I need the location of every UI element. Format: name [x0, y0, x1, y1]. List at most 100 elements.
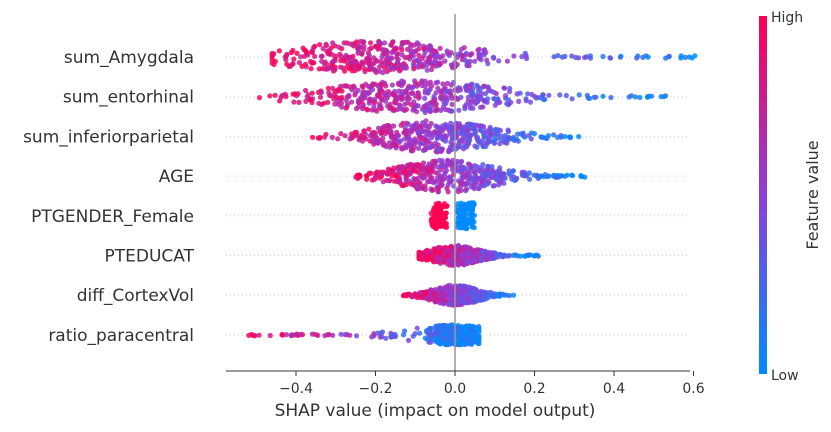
shap-point	[531, 131, 538, 137]
shap-point	[464, 244, 470, 250]
shap-point	[632, 94, 639, 100]
shap-point	[460, 261, 466, 267]
shap-point	[426, 255, 432, 261]
shap-point	[525, 91, 531, 97]
shap-point	[400, 106, 406, 112]
shap-point	[406, 96, 412, 102]
shap-point	[429, 47, 435, 53]
shap-point	[447, 283, 453, 289]
x-tick-label: −0.2	[359, 381, 393, 397]
shap-point	[409, 48, 415, 55]
shap-point	[467, 326, 473, 333]
shap-point	[436, 124, 442, 131]
shap-point	[437, 174, 443, 180]
shap-point	[465, 98, 471, 104]
shap-point	[562, 133, 568, 140]
shap-point	[472, 170, 478, 176]
colorbar-high-label: High	[771, 10, 803, 26]
shap-point	[425, 81, 431, 87]
colorbar: High Low Feature value	[759, 10, 822, 384]
shap-point	[465, 251, 471, 257]
shap-point	[458, 180, 464, 187]
shap-point	[417, 330, 423, 336]
x-tick-label: 0.4	[603, 381, 625, 397]
shap-point	[462, 143, 468, 150]
shap-point	[483, 50, 489, 56]
shap-point	[450, 157, 456, 164]
shap-point	[487, 292, 493, 298]
shap-point	[527, 176, 533, 182]
shap-point	[325, 85, 331, 91]
shap-point	[551, 132, 557, 138]
shap-point	[389, 82, 395, 88]
shap-point	[533, 95, 539, 101]
shap-point	[400, 120, 406, 126]
shap-point	[514, 91, 520, 97]
shap-point	[562, 173, 568, 179]
colorbar-gradient	[759, 16, 767, 374]
shap-point	[442, 215, 449, 221]
shap-point	[481, 183, 487, 189]
shap-point	[443, 124, 449, 130]
shap-point	[469, 51, 475, 57]
shap-point	[473, 253, 479, 259]
shap-point	[472, 143, 478, 149]
shap-point	[540, 92, 546, 98]
shap-point	[431, 93, 437, 99]
shap-point	[544, 135, 550, 141]
shap-point	[456, 107, 462, 113]
shap-point	[501, 180, 507, 186]
shap-point	[459, 53, 466, 59]
shap-point	[426, 170, 432, 176]
shap-point	[444, 80, 451, 86]
shap-point	[457, 87, 463, 93]
shap-point	[294, 50, 300, 56]
shap-point	[463, 336, 469, 342]
shap-point	[342, 133, 348, 139]
shap-point	[359, 60, 365, 66]
shap-point	[295, 332, 302, 338]
shap-point	[433, 178, 439, 184]
shap-point	[485, 163, 491, 169]
shap-point	[489, 131, 495, 137]
shap-point	[426, 161, 432, 167]
shap-point	[369, 107, 375, 113]
shap-point	[403, 182, 409, 188]
shap-point	[303, 98, 309, 104]
shap-point	[569, 53, 575, 59]
shap-point	[485, 135, 491, 141]
shap-point	[456, 248, 462, 254]
shap-point	[341, 83, 347, 89]
shap-point	[380, 179, 386, 185]
shap-point	[338, 331, 344, 337]
shap-point	[471, 248, 477, 255]
shap-point	[399, 95, 405, 101]
shap-point	[360, 39, 366, 45]
shap-point	[364, 91, 371, 97]
feature-label: diff_CortexVol	[77, 286, 194, 306]
shap-point	[506, 293, 512, 299]
shap-point	[447, 341, 453, 347]
shap-point	[315, 332, 321, 338]
shap-point	[408, 146, 414, 152]
shap-point	[505, 127, 511, 133]
shap-point	[354, 129, 360, 135]
shap-point	[359, 51, 365, 57]
shap-point	[380, 135, 386, 141]
shap-point	[444, 247, 451, 253]
shap-point	[527, 99, 534, 105]
shap-point	[432, 54, 438, 60]
shap-point	[339, 88, 345, 94]
shap-point	[399, 47, 405, 53]
shap-point	[419, 56, 425, 62]
shap-point	[472, 122, 478, 128]
shap-point	[415, 64, 421, 70]
shap-point	[362, 66, 368, 72]
shap-point	[454, 204, 460, 210]
shap-point	[310, 134, 316, 140]
shap-point	[522, 253, 528, 259]
shap-point	[375, 330, 381, 336]
shap-point	[474, 164, 480, 170]
shap-point	[474, 176, 480, 182]
